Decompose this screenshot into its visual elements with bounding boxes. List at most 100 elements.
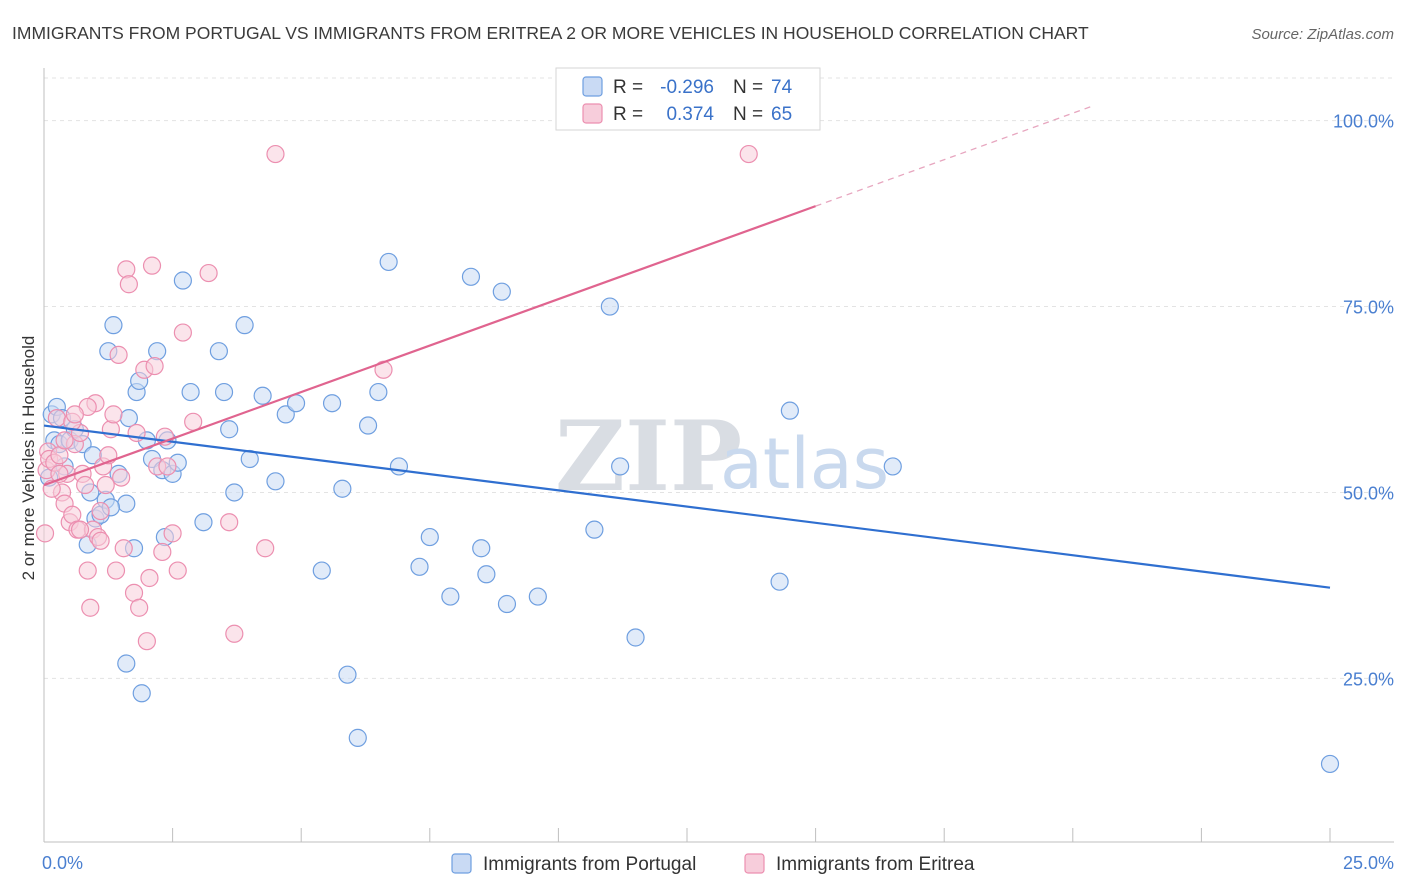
eritrea-point xyxy=(145,356,164,376)
x-tick-marks xyxy=(43,828,1331,842)
x-tick-label-max: 25.0% xyxy=(1343,853,1394,873)
legend-swatch-eritrea xyxy=(582,103,603,124)
portugal-point xyxy=(358,416,378,435)
eritrea-point xyxy=(35,524,55,543)
portugal-point xyxy=(389,457,409,476)
eritrea-point xyxy=(119,275,138,294)
portugal-point xyxy=(492,282,511,301)
eritrea-point xyxy=(220,513,239,532)
eritrea-point xyxy=(114,539,133,558)
stats-legend: R = -0.296 N = 74 R = 0.374 N = 65 xyxy=(555,67,821,131)
watermark-zip: ZIP xyxy=(555,400,742,513)
portugal-point xyxy=(883,457,902,476)
portugal-point xyxy=(497,594,517,614)
watermark-atlas: atlas xyxy=(720,423,889,505)
eritrea-point xyxy=(137,632,156,651)
portugal-point xyxy=(312,561,331,580)
bottom-legend-swatch-eritrea xyxy=(744,853,765,874)
portugal-point xyxy=(585,520,604,539)
eritrea-point xyxy=(163,524,182,543)
portugal-point xyxy=(472,539,491,558)
eritrea-point xyxy=(142,256,162,275)
portugal-point xyxy=(148,342,167,361)
eritrea-point xyxy=(117,260,136,279)
eritrea-point xyxy=(266,144,285,164)
portugal-point xyxy=(348,728,367,747)
eritrea-point xyxy=(225,624,244,643)
eritrea-point xyxy=(65,405,84,424)
eritrea-point xyxy=(112,468,131,487)
legend-n-value-portugal: 74 xyxy=(771,77,793,98)
eritrea-point xyxy=(47,408,66,428)
portugal-point xyxy=(420,527,439,547)
portugal-point xyxy=(117,654,136,673)
bottom-legend-label-portugal: Immigrants from Portugal xyxy=(483,854,696,875)
eritrea-trend-line xyxy=(43,205,816,487)
portugal-point xyxy=(528,587,547,606)
portugal-point xyxy=(253,386,272,405)
portugal-point xyxy=(626,628,645,647)
eritrea-point xyxy=(256,539,275,558)
y-axis-label: 2 or more Vehicles in Household xyxy=(19,336,38,581)
bottom-legend-label-eritrea: Immigrants from Eritrea xyxy=(776,854,975,875)
eritrea-point xyxy=(78,561,97,580)
portugal-point xyxy=(132,684,151,703)
y-tick-label: 25.0% xyxy=(1343,669,1394,689)
eritrea-point xyxy=(55,431,74,450)
portugal-point xyxy=(286,394,306,413)
y-tick-labels: 25.0% 50.0% 75.0% 100.0% xyxy=(1333,112,1394,690)
bottom-legend-swatch-portugal xyxy=(451,853,472,874)
y-tick-label: 75.0% xyxy=(1343,298,1394,318)
y-tick-label: 100.0% xyxy=(1333,112,1394,132)
legend-n-label-portugal: N = xyxy=(733,77,763,98)
portugal-point xyxy=(333,479,352,498)
portugal-point xyxy=(117,494,136,513)
portugal-trend-line xyxy=(43,424,1331,589)
portugal-point xyxy=(770,572,789,591)
legend-r-value-portugal: -0.296 xyxy=(660,77,714,98)
legend-r-label-portugal: R = xyxy=(613,77,643,98)
eritrea-point xyxy=(91,531,110,550)
eritrea-point xyxy=(91,501,110,521)
legend-n-value-eritrea: 65 xyxy=(771,104,792,125)
portugal-point xyxy=(461,267,481,286)
eritrea-point xyxy=(106,561,126,580)
eritrea-point xyxy=(81,598,100,617)
portugal-point xyxy=(173,271,192,290)
portugal-point xyxy=(1320,754,1340,774)
portugal-point xyxy=(181,382,200,402)
eritrea-point xyxy=(70,520,90,539)
trend-lines xyxy=(43,105,1331,589)
chart-title: IMMIGRANTS FROM PORTUGAL VS IMMIGRANTS F… xyxy=(12,23,1089,43)
eritrea-point xyxy=(168,561,187,580)
eritrea-point xyxy=(158,457,177,476)
portugal-point xyxy=(477,565,496,584)
eritrea-point xyxy=(109,345,128,364)
chart-source: Source: ZipAtlas.com xyxy=(1251,26,1394,43)
x-tick-label-min: 0.0% xyxy=(42,853,83,873)
legend-r-value-eritrea: 0.374 xyxy=(666,104,714,125)
series-eritrea-points xyxy=(35,144,758,651)
portugal-point xyxy=(104,316,123,335)
portugal-point xyxy=(214,382,234,402)
portugal-point xyxy=(225,483,244,502)
eritrea-point xyxy=(739,144,758,164)
legend-r-label-eritrea: R = xyxy=(613,104,643,125)
portugal-point xyxy=(410,557,429,576)
legend-n-label-eritrea: N = xyxy=(733,104,763,125)
eritrea-point xyxy=(96,475,115,495)
portugal-point xyxy=(220,420,239,439)
portugal-point xyxy=(322,394,342,413)
portugal-point xyxy=(235,316,254,335)
eritrea-trend-extension xyxy=(815,105,1094,207)
portugal-point xyxy=(276,405,295,424)
eritrea-point xyxy=(153,542,172,562)
eritrea-point xyxy=(199,263,218,283)
eritrea-point xyxy=(184,412,203,431)
legend-swatch-portugal xyxy=(582,76,603,97)
eritrea-point xyxy=(76,475,95,495)
eritrea-point xyxy=(130,598,149,617)
gridlines xyxy=(44,77,1394,679)
portugal-point xyxy=(266,472,285,491)
